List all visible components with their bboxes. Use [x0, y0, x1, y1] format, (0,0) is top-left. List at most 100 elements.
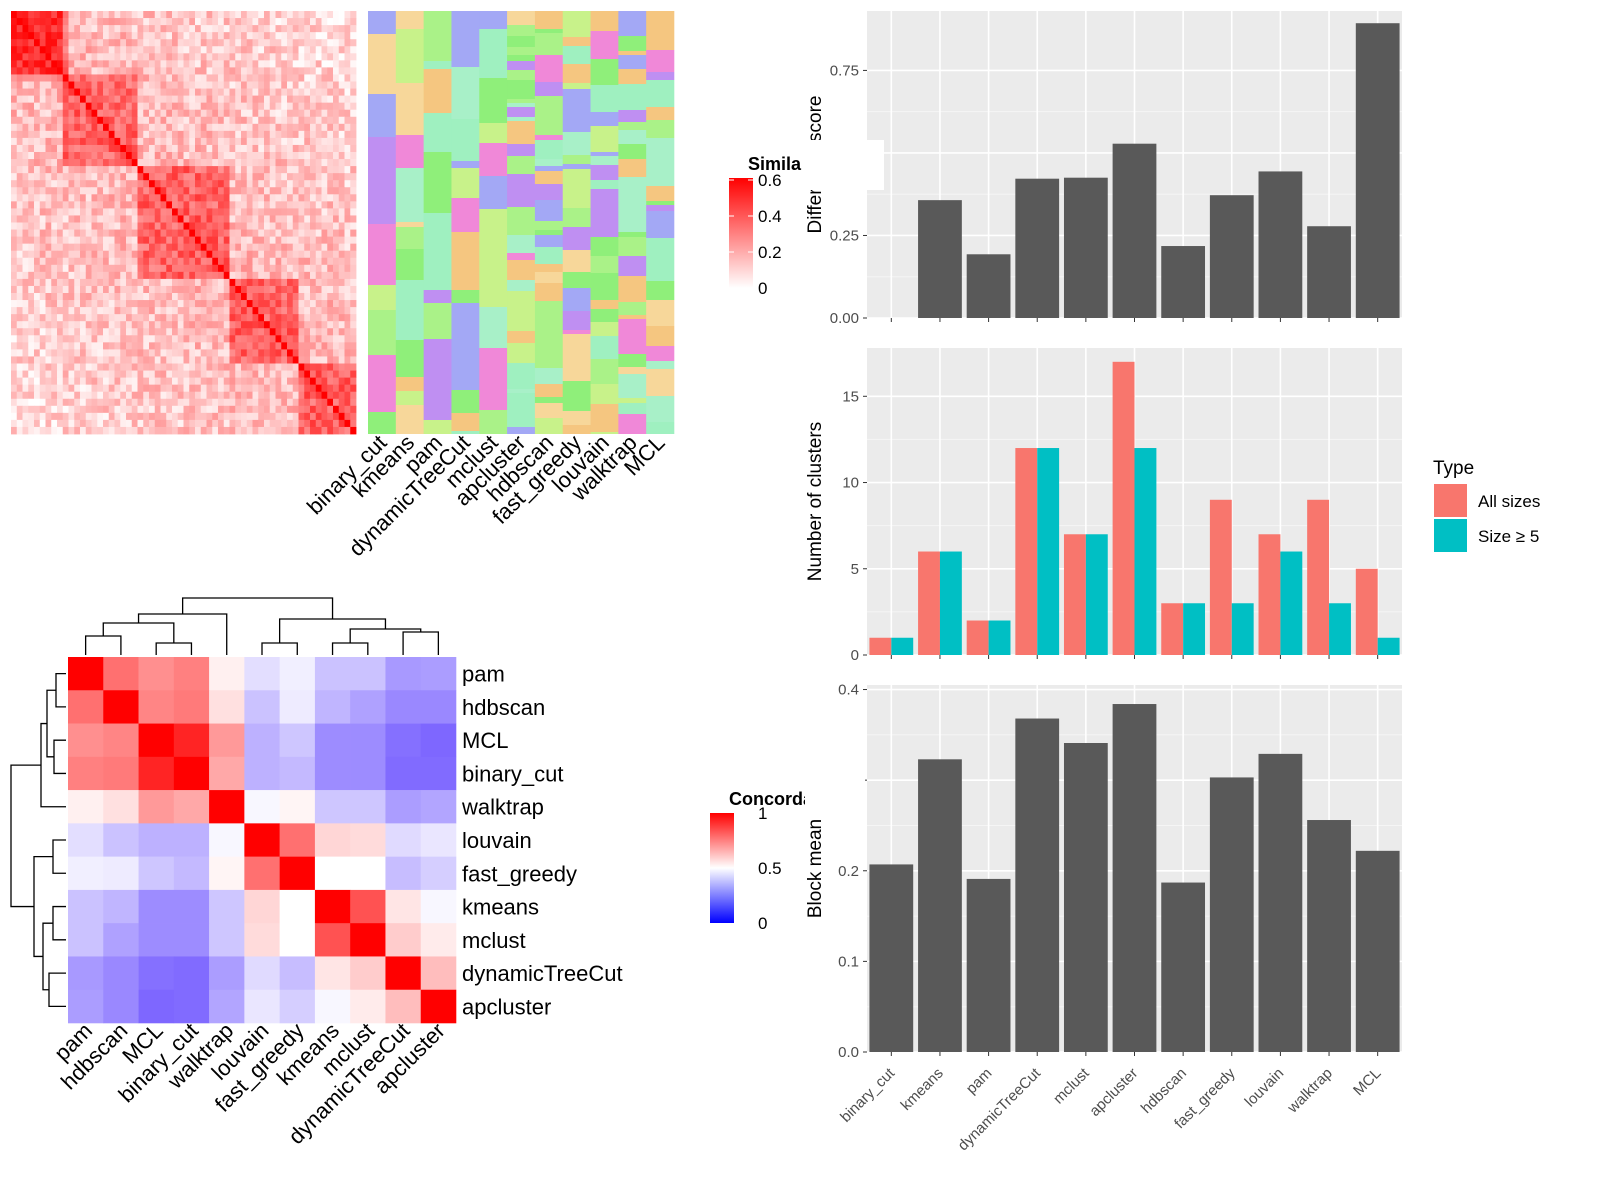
similarity-cell: [241, 117, 247, 124]
similarity-cell: [316, 103, 322, 110]
similarity-cell: [276, 279, 282, 286]
similarity-cell: [86, 74, 92, 81]
similarity-cell: [155, 286, 161, 293]
similarity-cell: [316, 53, 322, 60]
similarity-cell: [109, 201, 115, 208]
similarity-cell: [161, 131, 167, 138]
similarity-cell: [201, 103, 207, 110]
similarity-cell: [109, 180, 115, 187]
similarity-cell: [322, 60, 328, 67]
similarity-cell: [86, 124, 92, 131]
bar: [1113, 144, 1157, 318]
similarity-cell: [310, 159, 316, 166]
similarity-cell: [74, 11, 80, 18]
similarity-cell: [138, 230, 144, 237]
similarity-cell: [241, 103, 247, 110]
similarity-cell: [207, 392, 213, 399]
similarity-cell: [178, 131, 184, 138]
similarity-cell: [310, 230, 316, 237]
similarity-cell: [333, 385, 339, 392]
similarity-cell: [109, 82, 115, 89]
similarity-cell: [23, 265, 29, 272]
similarity-cell: [155, 364, 161, 371]
similarity-cell: [161, 342, 167, 349]
annotation-segment: [507, 393, 535, 419]
similarity-cell: [322, 138, 328, 145]
similarity-cell: [189, 208, 195, 215]
similarity-cell: [166, 349, 172, 356]
similarity-cell: [149, 279, 155, 286]
similarity-cell: [350, 342, 356, 349]
similarity-cell: [339, 166, 345, 173]
similarity-cell: [172, 392, 178, 399]
similarity-cell: [51, 173, 57, 180]
similarity-cell: [51, 251, 57, 258]
similarity-cell: [86, 110, 92, 117]
similarity-cell: [155, 74, 161, 81]
similarity-cell: [195, 237, 201, 244]
similarity-cell: [63, 67, 69, 74]
similarity-cell: [207, 399, 213, 406]
similarity-cell: [276, 194, 282, 201]
similarity-cell: [109, 265, 115, 272]
similarity-cell: [161, 39, 167, 46]
similarity-cell: [172, 194, 178, 201]
similarity-cell: [241, 152, 247, 159]
similarity-cell: [138, 152, 144, 159]
similarity-cell: [299, 286, 305, 293]
similarity-cell: [17, 420, 23, 427]
similarity-cell: [276, 328, 282, 335]
similarity-cell: [178, 194, 184, 201]
similarity-cell: [115, 293, 121, 300]
similarity-cell: [189, 223, 195, 230]
similarity-cell: [46, 187, 52, 194]
similarity-cell: [132, 244, 138, 251]
similarity-cell: [126, 117, 132, 124]
concordance-row-label: dynamicTreeCut: [462, 961, 623, 986]
similarity-cell: [293, 145, 299, 152]
similarity-cell: [63, 53, 69, 60]
similarity-cell: [195, 194, 201, 201]
similarity-cell: [264, 244, 270, 251]
annotation-segment: [424, 354, 452, 359]
similarity-cell: [178, 89, 184, 96]
similarity-cell: [115, 173, 121, 180]
similarity-cell: [172, 364, 178, 371]
similarity-cell: [120, 349, 126, 356]
similarity-cell: [161, 117, 167, 124]
similarity-cell: [132, 110, 138, 117]
similarity-cell: [224, 194, 230, 201]
similarity-cell: [327, 159, 333, 166]
similarity-cell: [253, 187, 259, 194]
similarity-cell: [46, 82, 52, 89]
similarity-cell: [51, 300, 57, 307]
similarity-cell: [218, 173, 224, 180]
similarity-cell: [345, 18, 351, 25]
similarity-cell: [235, 223, 241, 230]
similarity-cell: [253, 293, 259, 300]
similarity-cell: [293, 378, 299, 385]
similarity-cell: [80, 230, 86, 237]
similarity-cell: [172, 145, 178, 152]
similarity-cell: [46, 18, 52, 25]
similarity-cell: [115, 279, 121, 286]
similarity-cell: [74, 230, 80, 237]
similarity-cell: [166, 237, 172, 244]
concordance-cell: [421, 823, 457, 857]
similarity-cell: [281, 364, 287, 371]
similarity-cell: [304, 96, 310, 103]
similarity-cell: [235, 173, 241, 180]
similarity-cell: [235, 18, 241, 25]
similarity-cell: [34, 180, 40, 187]
similarity-cell: [80, 39, 86, 46]
similarity-cell: [345, 265, 351, 272]
similarity-cell: [155, 413, 161, 420]
similarity-cell: [149, 215, 155, 222]
concordance-cell: [209, 790, 245, 824]
similarity-cell: [166, 96, 172, 103]
similarity-cell: [172, 223, 178, 230]
similarity-cell: [241, 420, 247, 427]
similarity-cell: [80, 145, 86, 152]
similarity-cell: [230, 82, 236, 89]
similarity-cell: [281, 117, 287, 124]
